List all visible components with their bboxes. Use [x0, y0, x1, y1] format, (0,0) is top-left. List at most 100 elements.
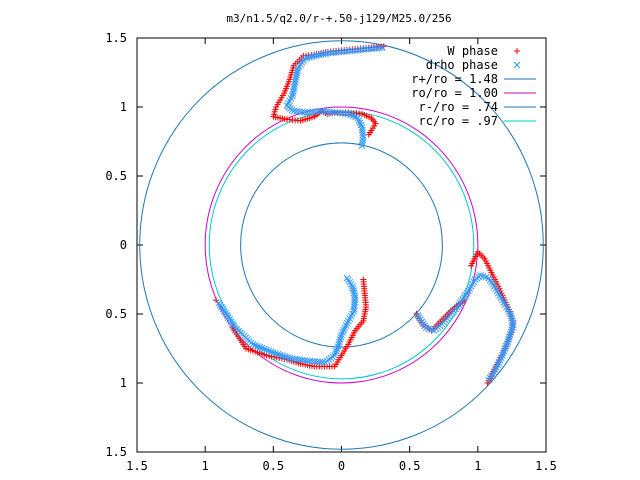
drho-phase-point-b — [343, 47, 351, 55]
drho-phase-point-b — [284, 354, 291, 361]
drho-phase-point-b — [499, 349, 507, 357]
drho-phase-point-b — [306, 53, 313, 61]
legend-label: W phase — [447, 44, 498, 58]
drho-phase-point-b — [376, 44, 384, 52]
drho-phase-point-b — [276, 351, 284, 359]
drho-phase-point-b — [323, 108, 330, 116]
drho-phase-point-b — [425, 325, 433, 333]
x-tick-label: 0.5 — [262, 459, 284, 473]
drho-phase-point-b — [256, 343, 264, 351]
drho-phase-point-b — [500, 347, 508, 355]
drho-phase-point-b — [293, 69, 301, 77]
drho-phase-point-b — [501, 345, 509, 352]
legend-label: ro/ro = 1.00 — [411, 86, 498, 100]
drho-phase-point-b — [320, 108, 328, 115]
drho-phase-point-b — [365, 45, 373, 53]
drho-phase-point-b — [479, 272, 487, 280]
drho-phase-point-b — [249, 341, 257, 348]
drho-phase-point-b — [359, 139, 366, 147]
drho-phase-point-b — [346, 47, 354, 55]
drho-phase-point-b — [358, 142, 366, 149]
drho-phase-point-b — [269, 349, 277, 356]
drho-phase-point-b — [485, 376, 493, 384]
drho-phase-point-b — [493, 287, 501, 295]
drho-phase-point-b — [317, 51, 325, 58]
drho-phase-point-b — [505, 335, 512, 343]
drho-phase-point-b — [322, 50, 329, 57]
drho-phase-point-b — [494, 289, 502, 297]
drho-phase-point-b — [329, 49, 337, 56]
drho-phase-point-b — [291, 81, 299, 88]
drho-phase-point-b — [496, 292, 504, 299]
drho-phase-point-b — [508, 326, 516, 334]
y-tick-label: 0.5 — [105, 169, 127, 183]
drho-phase-point-b — [294, 65, 302, 72]
drho-phase-point-b — [292, 76, 299, 84]
chart-title: m3/n1.5/q2.0/r-+.50-j129/M25.0/256 — [226, 12, 451, 25]
legend-label: drho phase — [426, 58, 498, 72]
drho-phase-point-b — [422, 324, 430, 332]
drho-phase-point-b — [333, 345, 341, 353]
drho-phase-point-b — [350, 303, 358, 310]
y-tick-label: 1.5 — [105, 445, 127, 459]
circle-r+ — [139, 40, 544, 450]
legend-marker-cross-b — [513, 61, 521, 69]
drho-phase-point-b — [506, 333, 513, 341]
drho-phase-point-b — [490, 283, 498, 290]
drho-phase-point-b — [289, 90, 297, 98]
drho-phase-point-b — [293, 71, 300, 79]
drho-phase-point-b — [293, 108, 300, 115]
drho-phase-point-b — [331, 109, 339, 116]
drho-phase-point-b — [503, 303, 510, 311]
drho-phase-point-b — [295, 108, 303, 116]
drho-phase-point-b — [504, 338, 512, 345]
drho-phase-point-b — [506, 331, 514, 338]
drho-phase-point-b — [351, 47, 359, 54]
drho-phase-point-b — [356, 119, 364, 127]
drho-phase-point-b — [499, 296, 506, 304]
drho-phase-point-b — [332, 48, 340, 56]
drho-phase-point-b — [325, 108, 333, 116]
drho-phase-point-b — [359, 131, 367, 139]
drho-phase-point-b — [260, 345, 268, 353]
drho-phase-point-b — [274, 350, 282, 358]
y-tick-label: 0.5 — [105, 307, 127, 321]
drho-phase-point-b — [370, 45, 378, 52]
drho-phase-point-b — [359, 136, 367, 144]
drho-phase-point-b — [359, 134, 367, 141]
drho-phase-point-b — [501, 301, 509, 309]
drho-phase-point-b — [357, 46, 364, 54]
drho-phase-point-b — [313, 52, 320, 59]
drho-phase-point-b — [340, 48, 348, 55]
drho-phase-point-b — [344, 110, 352, 118]
drho-phase-point-b — [312, 108, 319, 116]
drho-phase-point-b — [267, 348, 275, 356]
drho-phase-point-b — [500, 299, 508, 306]
drho-phase-point-b — [509, 324, 516, 331]
drho-phase-point-b — [272, 350, 280, 357]
drho-phase-point-b — [368, 45, 375, 53]
y-tick-label: 1 — [120, 100, 127, 114]
drho-phase-point-b — [309, 108, 317, 116]
drho-phase-point-b — [497, 294, 505, 302]
y-tick-label: 1 — [120, 376, 127, 390]
drho-phase-point-b — [332, 349, 339, 357]
drho-phase-point-b — [509, 319, 517, 327]
drho-phase-point-b — [258, 344, 266, 352]
drho-phase-point-b — [336, 336, 344, 343]
drho-phase-point-b — [315, 51, 323, 59]
drho-phase-point-b — [290, 107, 298, 115]
drho-phase-point-b — [428, 326, 435, 333]
drho-phase-point-b — [334, 343, 342, 350]
drho-phase-point-b — [354, 46, 362, 54]
drho-phase-point-b — [327, 49, 334, 57]
drho-phase-point-b — [304, 109, 311, 116]
x-tick-label: 1 — [474, 459, 481, 473]
x-tick-label: 1 — [202, 459, 209, 473]
drho-phase-point-b — [504, 306, 512, 313]
drho-phase-point-b — [349, 112, 357, 120]
circle-r- — [240, 142, 443, 348]
drho-phase-point-b — [308, 53, 316, 60]
drho-phase-point-b — [289, 88, 297, 95]
